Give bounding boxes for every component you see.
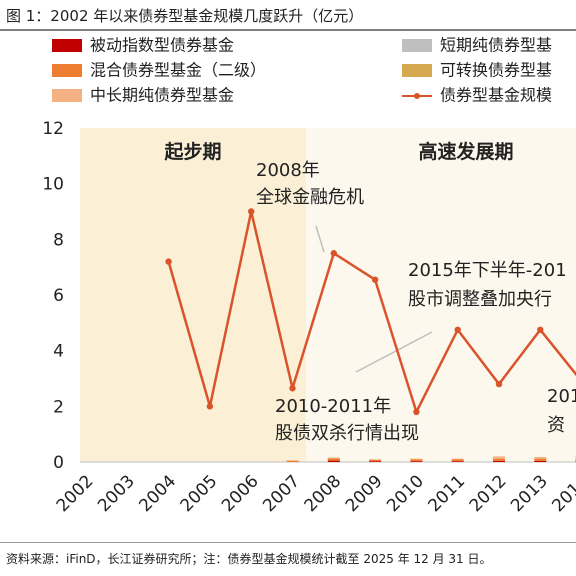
bar-segment [493, 458, 505, 461]
legend-item-short: 短期纯债券型基 [402, 34, 552, 56]
legend-item-convertible: 可转换债券型基 [402, 59, 552, 81]
legend-item-mixed: 混合债券型基金（二级） [52, 59, 266, 81]
annotation-2010-line1: 2010-2011年 [275, 396, 391, 417]
data-point [454, 326, 461, 333]
x-tick-label: 2011 [425, 471, 470, 516]
title-divider [0, 29, 576, 31]
legend-label-mixed: 混合债券型基金（二级） [90, 60, 267, 80]
y-tick-label: 10 [42, 175, 64, 195]
annotation-leaders [315, 225, 433, 373]
legend-swatch-passive [52, 39, 82, 52]
y-tick-label: 0 [53, 453, 64, 473]
period-label-startup: 起步期 [163, 141, 221, 163]
legend-swatch-convertible [402, 64, 432, 77]
bar-segment [410, 461, 423, 462]
x-tick-label: 2013 [507, 471, 552, 516]
bar-segment [327, 460, 340, 462]
y-tick-label: 6 [53, 286, 64, 306]
data-point [165, 258, 172, 265]
x-tick-label: 2010 [383, 471, 428, 516]
bar-segment [534, 460, 547, 462]
legend-label-mid-long: 中长期纯债券型基金 [90, 85, 235, 105]
x-tick-label: 2003 [94, 471, 139, 516]
line-series [165, 208, 576, 416]
legend-item-passive: 被动指数型债券基金 [52, 34, 234, 56]
legend-label-total: 债券型基金规模 [440, 85, 553, 105]
leader-line-2008 [315, 225, 325, 253]
y-axis: 0 2 4 6 8 10 12 [42, 119, 64, 473]
legend-swatch-mixed [52, 64, 82, 77]
bar-segment [327, 458, 340, 461]
data-point [248, 208, 255, 215]
footer-divider [0, 542, 576, 543]
bar-segment [369, 459, 382, 460]
bar-segment [369, 461, 382, 462]
annotation-right-line2: 资 [547, 415, 565, 436]
bar-segment [493, 456, 505, 459]
x-tick-label: 2014 [548, 471, 576, 516]
annotation-2008-line1: 2008年 [256, 160, 320, 181]
leader-line-2010 [355, 331, 433, 373]
period-background-2 [306, 128, 576, 462]
bar-series [286, 455, 576, 462]
annotation-2008-line2: 全球金融危机 [256, 187, 364, 208]
bar-segment [410, 459, 423, 462]
data-point [371, 276, 379, 283]
legend-swatch-mid-long [52, 89, 82, 102]
bar-segment [410, 458, 423, 460]
bar-segment [451, 458, 464, 460]
x-tick-label: 2009 [342, 471, 387, 516]
x-tick-label: 2005 [177, 471, 222, 516]
x-tick-label: 2008 [301, 471, 346, 516]
source-note: 资料来源：iFinD，长江证券研究所；注：债券型基金规模统计截至 2025 年 … [6, 552, 492, 566]
annotation-2010-line2: 股债双杀行情出现 [275, 423, 419, 444]
x-axis: 2002200320042005200620072008200920102011… [53, 471, 576, 516]
legend-label-passive: 被动指数型债券基金 [90, 35, 235, 55]
annotation-2015-line2: 股市调整叠加央行 [408, 289, 552, 310]
annotation-2015-line1: 2015年下半年-201 [408, 260, 567, 281]
legend-item-total: 债券型基金规模 [402, 84, 552, 106]
x-tick-label: 2002 [53, 471, 98, 516]
x-tick-label: 2004 [135, 471, 180, 516]
period-label-rapid-growth: 高速发展期 [418, 140, 513, 163]
data-point [413, 408, 420, 416]
bar-segment [286, 460, 299, 462]
x-tick-label: 2007 [259, 471, 304, 516]
chart-title: 图 1：2002 年以来债券型基金规模几度跃升（亿元） [6, 7, 364, 25]
legend-swatch-short [402, 39, 432, 52]
data-point [206, 403, 214, 410]
data-point [289, 385, 296, 392]
bar-segment [493, 460, 505, 462]
data-point [537, 326, 544, 333]
legend-label-short: 短期纯债券型基 [440, 35, 553, 55]
y-tick-label: 12 [42, 119, 64, 139]
y-tick-label: 2 [53, 397, 64, 417]
period-background [80, 128, 306, 462]
bar-segment [451, 459, 464, 462]
y-tick-label: 4 [53, 342, 64, 362]
legend-label-convertible: 可转换债券型基 [440, 60, 553, 80]
bar-segment [369, 459, 382, 462]
bar-segment [451, 461, 464, 462]
data-point [495, 380, 503, 388]
annotation-right-line1: 201 [547, 386, 576, 407]
x-tick-label: 2006 [218, 471, 263, 516]
y-tick-label: 8 [53, 230, 64, 250]
bar-segment [534, 456, 547, 459]
bar-segment [534, 458, 547, 461]
bar-segment [327, 457, 340, 459]
legend-swatch-total [402, 90, 432, 102]
legend-item-mid-long: 中长期纯债券型基金 [52, 84, 234, 106]
x-tick-label: 2012 [466, 471, 511, 516]
data-point [330, 250, 337, 257]
